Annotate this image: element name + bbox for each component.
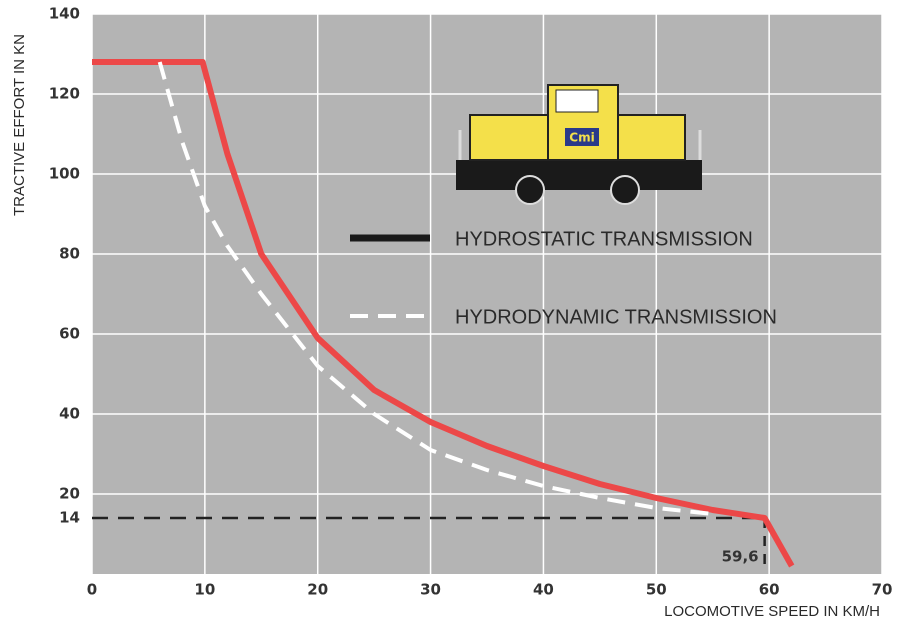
x-tick-label: 10 [194,581,215,599]
y-tick-label: 40 [59,405,80,423]
x-tick-label: 50 [646,581,667,599]
reference-label: 59,6 [722,548,759,566]
chart: Cmi LOCOMOTIVE SPEED IN KM/H TRACTIVE EF… [0,0,901,627]
y-tick-label: 80 [59,245,80,263]
x-tick-label: 30 [420,581,441,599]
y-axis-title: TRACTIVE EFFORT IN KN [11,34,28,216]
legend-label: HYDROSTATIC TRANSMISSION [455,228,753,250]
reference-label: 14 [59,509,80,527]
y-tick-label: 60 [59,325,80,343]
y-tick-label: 140 [49,5,80,23]
y-tick-label: 20 [59,485,80,503]
logo-text: Cmi [569,131,594,145]
x-tick-label: 40 [533,581,554,599]
x-axis-title: LOCOMOTIVE SPEED IN KM/H [664,603,880,620]
legend-label: HYDRODYNAMIC TRANSMISSION [455,306,777,328]
x-tick-label: 70 [872,581,893,599]
x-tick-label: 0 [87,581,97,599]
x-tick-label: 60 [759,581,780,599]
x-tick-label: 20 [307,581,328,599]
y-tick-label: 120 [49,85,80,103]
y-tick-label: 100 [49,165,80,183]
